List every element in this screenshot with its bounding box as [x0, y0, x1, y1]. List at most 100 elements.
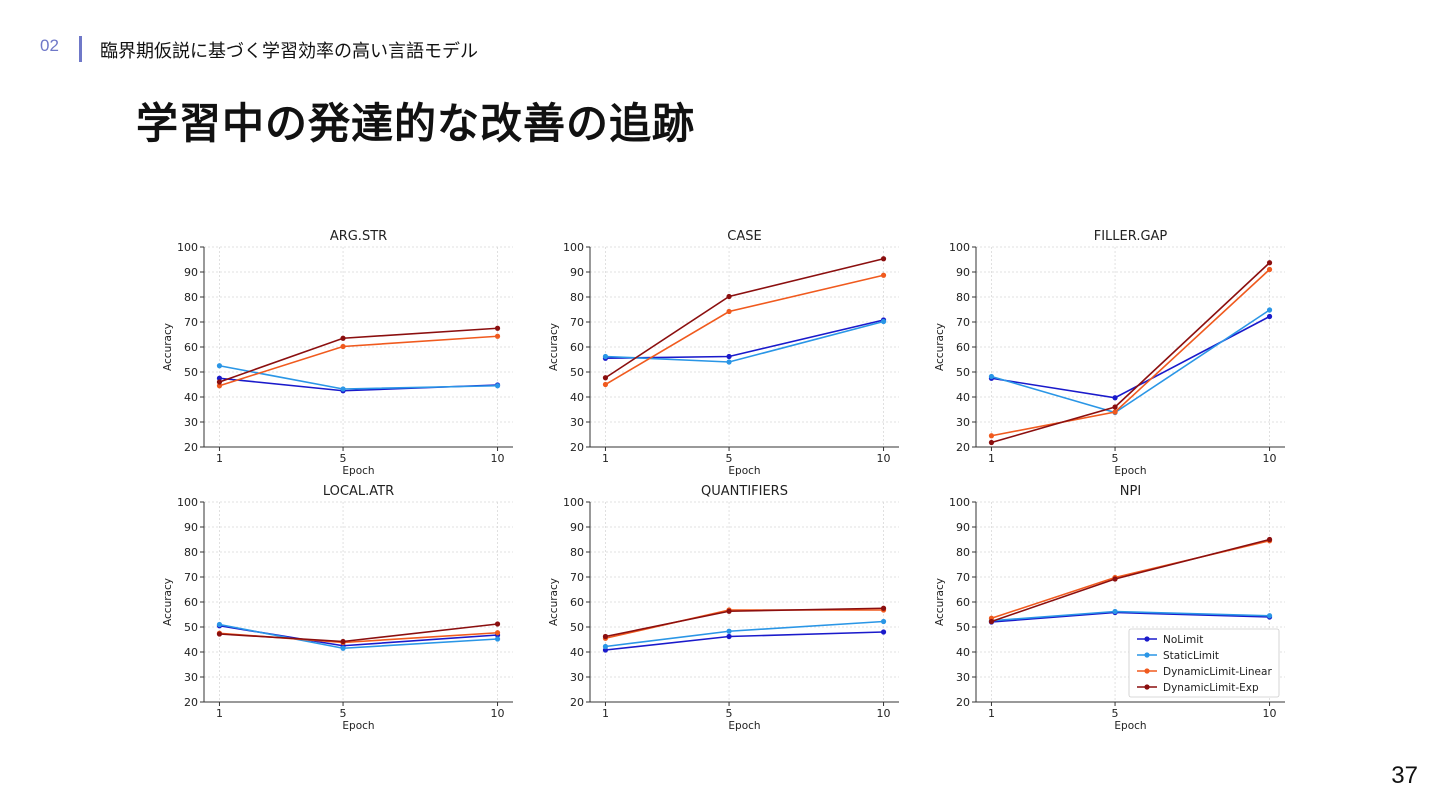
- legend-box: [1128, 628, 1280, 698]
- x-axis-label: Epoch: [1114, 720, 1146, 732]
- chart-panel-case: 20 30 40 50 60 70 80 90 100 1 5 10 CASE Epoch Accuracy: [548, 229, 899, 477]
- y-tick-label: 30: [570, 416, 584, 429]
- y-tick-label: 60: [956, 596, 970, 609]
- x-tick-label: 5: [726, 707, 733, 720]
- series-dynamiclimit-linear-point: [1266, 266, 1273, 273]
- x-tick-label: 10: [491, 707, 505, 720]
- y-tick-label: 40: [570, 646, 584, 659]
- series-dynamiclimit-linear-point: [216, 383, 223, 389]
- series-dynamiclimit-linear-line: [991, 268, 1271, 437]
- y-tick-label: 90: [956, 266, 970, 279]
- chart-panel-quantifiers: 20 30 40 50 60 70 80 90 100 1 5 10 QUANTIFIERS Epoch A…: [548, 484, 899, 732]
- series-staticlimit-point: [602, 353, 609, 360]
- y-tick-label: 100: [177, 496, 198, 509]
- y-tick-label: 90: [570, 521, 584, 534]
- series-dynamiclimit-exp-point: [494, 621, 501, 627]
- chart-title: ARG.STR: [330, 229, 387, 244]
- x-tick-label: 5: [340, 452, 347, 465]
- chart-title: LOCAL.ATR: [323, 484, 394, 499]
- series-staticlimit-point: [216, 621, 223, 628]
- series-staticlimit-point: [726, 359, 732, 365]
- x-tick-label: 10: [877, 452, 891, 465]
- y-axis-label: Accuracy: [548, 323, 560, 371]
- x-axis-label: Epoch: [342, 465, 374, 477]
- series-dynamiclimit-exp-point: [880, 605, 887, 611]
- y-tick-label: 60: [184, 341, 198, 354]
- y-tick-label: 70: [184, 316, 198, 329]
- y-tick-label: 90: [184, 266, 198, 279]
- y-axis-label: Accuracy: [934, 578, 946, 626]
- chart-title: FILLER.GAP: [1094, 229, 1168, 244]
- chart-title: NPI: [1120, 484, 1141, 499]
- x-tick-label: 5: [1112, 707, 1119, 720]
- x-tick-label: 1: [216, 452, 223, 465]
- y-tick-label: 30: [184, 416, 198, 429]
- series-nolimit-point: [726, 353, 732, 360]
- chart-panel-filler-gap: 20 30 40 50 60 70 80 90 100 1 5 10 FILLER.GAP Epoch Ac…: [934, 229, 1285, 477]
- y-tick-label: 60: [956, 341, 970, 354]
- y-axis-label: Accuracy: [162, 578, 174, 626]
- x-axis-label: Epoch: [728, 720, 760, 732]
- series-staticlimit-point: [494, 636, 501, 642]
- y-tick-label: 80: [184, 291, 198, 304]
- legend-label: DynamicLimit-Linear: [1163, 666, 1272, 678]
- series-nolimit-point: [216, 375, 223, 381]
- chart-panel-npi: 20 30 40 50 60 70 80 90 100 1 5 10 NPI Epoch Accuracy N…: [934, 484, 1285, 732]
- series-staticlimit-point: [1112, 608, 1118, 615]
- x-tick-label: 5: [1112, 452, 1119, 465]
- series-dynamiclimit-linear-point: [1112, 409, 1118, 415]
- series-dynamiclimit-linear-point: [494, 630, 501, 636]
- y-tick-label: 50: [184, 366, 198, 379]
- section-title: 臨界期仮説に基づく学習効率の高い言語モデル: [100, 41, 478, 62]
- series-dynamiclimit-linear-point: [340, 343, 346, 350]
- y-tick-label: 20: [570, 696, 584, 709]
- series-staticlimit-point: [880, 318, 887, 325]
- y-tick-label: 100: [949, 241, 970, 254]
- series-dynamiclimit-linear-point: [988, 433, 995, 439]
- series-dynamiclimit-exp-point: [1266, 536, 1273, 543]
- x-tick-label: 10: [491, 452, 505, 465]
- y-tick-label: 90: [570, 266, 584, 279]
- series-staticlimit-point: [988, 373, 995, 380]
- x-axis-label: Epoch: [1114, 465, 1146, 477]
- y-tick-label: 90: [184, 521, 198, 534]
- x-tick-label: 10: [1263, 452, 1277, 465]
- series-nolimit-point: [726, 633, 732, 640]
- section-number: 02: [40, 36, 59, 55]
- series-staticlimit-point: [494, 383, 501, 389]
- series-staticlimit-point: [880, 618, 887, 625]
- series-staticlimit-line: [605, 320, 884, 363]
- series-dynamiclimit-exp-point: [988, 618, 995, 625]
- x-tick-label: 1: [988, 707, 995, 720]
- y-tick-label: 50: [570, 621, 584, 634]
- y-axis-label: Accuracy: [162, 323, 174, 371]
- chart-grid: 20 30 40 50 60 70 80 90 100 1 5 10 ARG.STR Epoch Accur…: [162, 229, 1285, 732]
- chart-panel-local-atr: 20 30 40 50 60 70 80 90 100 1 5 10 LOCAL.ATR Epoch Acc…: [162, 484, 513, 732]
- series-dynamiclimit-linear-point: [602, 381, 609, 388]
- y-tick-label: 100: [563, 241, 584, 254]
- x-tick-label: 1: [602, 707, 609, 720]
- series-dynamiclimit-exp-point: [726, 293, 732, 300]
- series-dynamiclimit-exp-point: [494, 325, 501, 331]
- y-tick-label: 80: [956, 291, 970, 304]
- y-tick-label: 100: [563, 496, 584, 509]
- series-staticlimit-point: [602, 643, 609, 650]
- x-tick-label: 5: [726, 452, 733, 465]
- series-dynamiclimit-exp-point: [216, 631, 223, 637]
- y-tick-label: 70: [184, 571, 198, 584]
- y-tick-label: 60: [184, 596, 198, 609]
- series-dynamiclimit-exp-line: [605, 607, 884, 638]
- series-dynamiclimit-exp-point: [340, 638, 346, 645]
- series-nolimit-point: [1112, 395, 1118, 401]
- series-dynamiclimit-exp-point: [988, 439, 995, 446]
- y-tick-label: 20: [570, 441, 584, 454]
- section-divider: [79, 36, 82, 62]
- x-tick-label: 1: [216, 707, 223, 720]
- series-nolimit-point: [1266, 313, 1273, 320]
- y-tick-label: 100: [177, 241, 198, 254]
- page-number: 37: [1391, 762, 1418, 789]
- y-tick-label: 90: [956, 521, 970, 534]
- y-tick-label: 80: [184, 546, 198, 559]
- series-nolimit-line: [605, 319, 884, 360]
- series-dynamiclimit-exp-point: [602, 633, 609, 640]
